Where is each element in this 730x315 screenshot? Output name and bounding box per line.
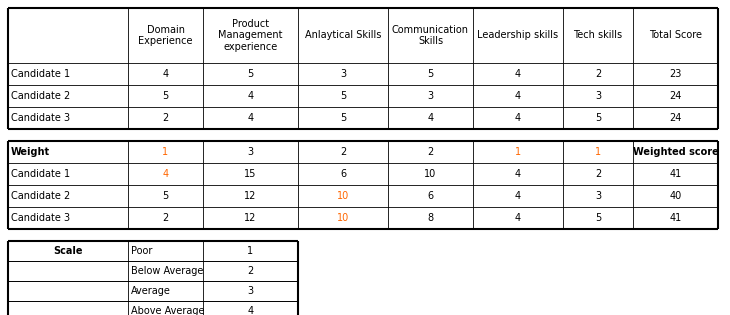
Text: 2: 2 — [162, 213, 169, 223]
Text: Candidate 1: Candidate 1 — [11, 169, 70, 179]
Text: 5: 5 — [247, 69, 253, 79]
Text: Tech skills: Tech skills — [574, 31, 623, 41]
Text: 1: 1 — [595, 147, 601, 157]
Text: Candidate 1: Candidate 1 — [11, 69, 70, 79]
Text: 23: 23 — [669, 69, 682, 79]
Text: Below Average: Below Average — [131, 266, 204, 276]
Text: Poor: Poor — [131, 246, 153, 256]
Text: Domain
Experience: Domain Experience — [138, 25, 193, 46]
Text: Total Score: Total Score — [649, 31, 702, 41]
Text: 10: 10 — [337, 213, 349, 223]
Text: Above Average: Above Average — [131, 306, 204, 315]
Text: 5: 5 — [340, 91, 346, 101]
Text: 6: 6 — [428, 191, 434, 201]
Text: 8: 8 — [428, 213, 434, 223]
Text: 5: 5 — [595, 213, 601, 223]
Text: 24: 24 — [669, 91, 682, 101]
Text: 4: 4 — [515, 69, 521, 79]
Text: Candidate 3: Candidate 3 — [11, 113, 70, 123]
Text: 5: 5 — [340, 113, 346, 123]
Text: 4: 4 — [247, 113, 253, 123]
Text: Candidate 3: Candidate 3 — [11, 213, 70, 223]
Text: 2: 2 — [162, 113, 169, 123]
Text: 4: 4 — [163, 169, 169, 179]
Text: 3: 3 — [340, 69, 346, 79]
Text: 12: 12 — [245, 213, 257, 223]
Text: 2: 2 — [340, 147, 346, 157]
Text: Candidate 2: Candidate 2 — [11, 91, 70, 101]
Text: 1: 1 — [247, 246, 253, 256]
Text: 40: 40 — [669, 191, 682, 201]
Text: 10: 10 — [424, 169, 437, 179]
Text: 4: 4 — [163, 69, 169, 79]
Text: Anlaytical Skills: Anlaytical Skills — [305, 31, 381, 41]
Text: 2: 2 — [595, 169, 601, 179]
Text: 3: 3 — [247, 286, 253, 296]
Text: 4: 4 — [515, 213, 521, 223]
Text: 4: 4 — [515, 91, 521, 101]
Text: 12: 12 — [245, 191, 257, 201]
Text: 2: 2 — [427, 147, 434, 157]
Text: 4: 4 — [428, 113, 434, 123]
Text: 10: 10 — [337, 191, 349, 201]
Text: Candidate 2: Candidate 2 — [11, 191, 70, 201]
Text: Communication
Skills: Communication Skills — [392, 25, 469, 46]
Text: 2: 2 — [247, 266, 253, 276]
Text: 3: 3 — [247, 147, 253, 157]
Text: 4: 4 — [247, 306, 253, 315]
Text: 1: 1 — [515, 147, 521, 157]
Text: Weighted score: Weighted score — [633, 147, 718, 157]
Text: 6: 6 — [340, 169, 346, 179]
Text: 3: 3 — [595, 91, 601, 101]
Text: 4: 4 — [515, 113, 521, 123]
Text: 1: 1 — [163, 147, 169, 157]
Text: 4: 4 — [247, 91, 253, 101]
Text: 41: 41 — [669, 169, 682, 179]
Text: 41: 41 — [669, 213, 682, 223]
Text: Weight: Weight — [11, 147, 50, 157]
Text: 3: 3 — [595, 191, 601, 201]
Text: Scale: Scale — [53, 246, 82, 256]
Text: Product
Management
experience: Product Management experience — [218, 19, 283, 52]
Text: 24: 24 — [669, 113, 682, 123]
Text: 4: 4 — [515, 191, 521, 201]
Text: 15: 15 — [245, 169, 257, 179]
Text: 5: 5 — [162, 191, 169, 201]
Text: 5: 5 — [595, 113, 601, 123]
Text: Leadership skills: Leadership skills — [477, 31, 558, 41]
Text: 5: 5 — [427, 69, 434, 79]
Text: 4: 4 — [515, 169, 521, 179]
Text: 5: 5 — [162, 91, 169, 101]
Text: 2: 2 — [595, 69, 601, 79]
Text: 3: 3 — [428, 91, 434, 101]
Text: Average: Average — [131, 286, 171, 296]
